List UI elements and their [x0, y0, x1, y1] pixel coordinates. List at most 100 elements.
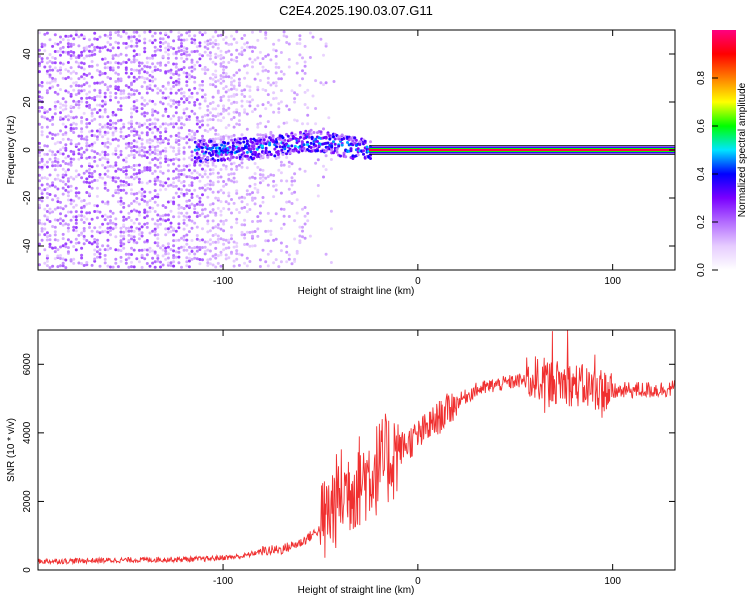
spectrogram-cell	[219, 81, 223, 85]
spectrogram-cell	[261, 248, 265, 252]
spectrogram-cell	[182, 137, 186, 141]
spectrogram-cell	[214, 56, 218, 59]
spectrogram-cell	[290, 144, 294, 148]
spectrogram-cell	[101, 125, 105, 129]
spectrogram-cell	[177, 211, 181, 215]
spectrogram-cell	[268, 141, 272, 145]
spectrogram-cell	[143, 50, 147, 54]
spectrogram-cell	[93, 81, 97, 85]
spectrogram-cell	[145, 156, 149, 160]
spectrogram-cell	[119, 92, 123, 96]
spectrogram-cell	[297, 150, 301, 154]
spectrogram-cell	[98, 46, 102, 50]
spectrogram-cell	[153, 163, 157, 167]
spectrogram-cell	[206, 195, 210, 199]
spectrogram-cell	[59, 164, 62, 168]
spectrogram-cell	[198, 125, 202, 129]
spectrogram-cell	[177, 255, 181, 259]
spectrogram-cell	[200, 156, 204, 160]
spectrogram-cell	[180, 122, 183, 126]
spectrogram-cell	[235, 88, 239, 92]
spectrogram-cell	[53, 42, 57, 46]
spectrogram-cell	[156, 244, 160, 248]
spectrogram-cell	[130, 119, 133, 123]
spectrogram-cell	[172, 169, 176, 173]
spectrogram-cell	[324, 44, 328, 48]
spectrogram-cell	[224, 167, 228, 171]
spectrogram-cell	[174, 140, 178, 144]
spectrogram-cell	[130, 93, 133, 97]
spectrogram-cell	[324, 81, 328, 85]
spectrogram-cell	[61, 180, 65, 184]
spectrogram-cell	[274, 212, 278, 216]
spectrogram-cell	[82, 137, 86, 141]
spectrogram-cell	[230, 34, 233, 38]
x-tick-label: -100	[213, 276, 233, 287]
spectrogram-cell	[109, 246, 112, 250]
spectrogram-cell	[219, 200, 223, 204]
spectrogram-cell	[232, 125, 236, 129]
spectrogram-cell	[264, 260, 268, 264]
spectrogram-cell	[77, 77, 81, 81]
spectrogram-cell	[153, 195, 157, 199]
spectrogram-cell	[98, 158, 102, 162]
spectrogram-cell	[51, 137, 55, 140]
spectrogram-cell	[51, 264, 55, 268]
spectrogram-cell	[243, 243, 247, 246]
spectrogram-cell	[193, 252, 197, 256]
spectrogram-cell	[140, 265, 144, 269]
spectrogram-cell	[369, 140, 372, 144]
spectrogram-cell	[106, 75, 110, 79]
spectrogram-cell	[203, 163, 207, 167]
spectrogram-cell	[51, 160, 55, 164]
spectrogram-cell	[124, 229, 128, 233]
spectrogram-cell	[135, 209, 139, 213]
spectrogram-cell	[292, 149, 295, 153]
spectrogram-cell	[269, 58, 273, 62]
spectrogram-cell	[145, 253, 149, 257]
spectrogram-cell	[256, 72, 260, 76]
spectrogram-cell	[122, 91, 126, 95]
spectrogram-cell	[114, 257, 118, 261]
spectrogram-cell	[130, 237, 133, 241]
spectrogram-cell	[245, 256, 249, 260]
spectrogram-cell	[177, 116, 181, 120]
spectrogram-cell	[93, 178, 97, 182]
spectrogram-cell	[287, 160, 291, 164]
spectrogram-cell	[166, 53, 170, 56]
spectrogram-cell	[177, 126, 181, 130]
spectrogram-cell	[193, 131, 197, 135]
spectrogram-cell	[38, 263, 41, 267]
spectrogram-cell	[293, 260, 297, 263]
spectrogram-cell	[240, 37, 244, 40]
spectrogram-cell	[311, 35, 315, 39]
spectrogram-cell	[256, 190, 260, 194]
spectrogram-cell	[240, 195, 244, 199]
spectrogram-cell	[106, 175, 110, 179]
spectrogram-cell	[333, 137, 337, 141]
spectrogram-cell	[119, 104, 123, 108]
spectrogram-cell	[135, 99, 139, 102]
spectrogram-cell	[214, 213, 218, 217]
spectrogram-cell	[45, 196, 49, 200]
spectrogram-cell	[151, 249, 155, 253]
spectrogram-cell	[182, 180, 186, 183]
spectrogram-cell	[185, 47, 189, 51]
spectrogram-cell	[85, 177, 89, 181]
spectrogram-cell	[316, 158, 320, 162]
spectrogram-cell	[266, 81, 270, 85]
spectrogram-cell	[251, 175, 254, 179]
spectrogram-cell	[66, 45, 70, 49]
spectrogram-cell	[258, 265, 262, 268]
spectrogram-cell	[201, 123, 204, 127]
spectrogram-cell	[143, 37, 147, 41]
spectrogram-cell	[198, 31, 202, 34]
spectrogram-cell	[127, 126, 131, 130]
spectrogram-cell	[72, 121, 76, 125]
spectrogram-cell	[230, 138, 234, 142]
spectrogram-cell	[216, 89, 220, 93]
spectrogram-cell	[172, 114, 176, 118]
spectrogram-cell	[261, 57, 265, 61]
spectrogram-cell	[135, 53, 139, 56]
spectrogram-cell	[195, 211, 199, 215]
